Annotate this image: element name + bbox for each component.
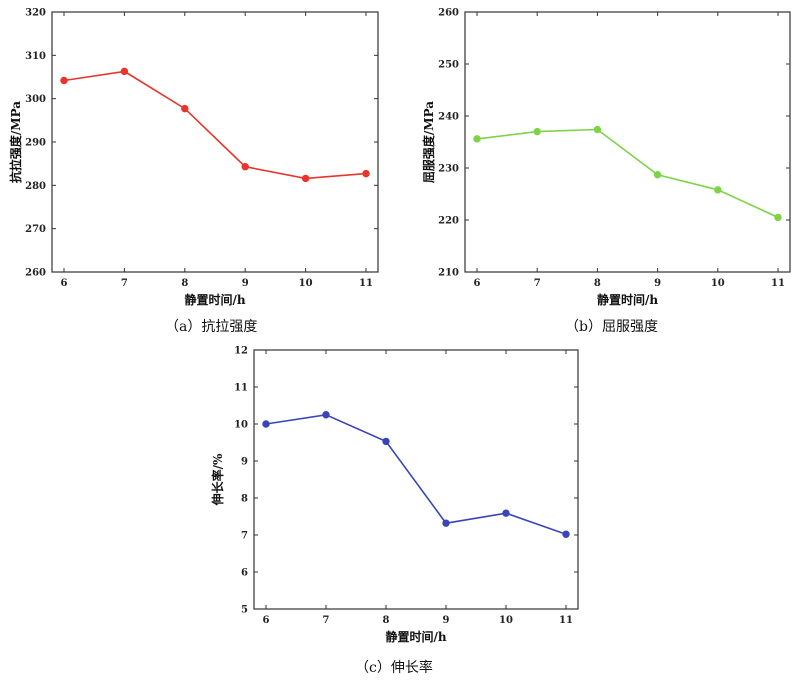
data-point bbox=[502, 509, 510, 517]
data-point bbox=[382, 437, 390, 446]
y-tick-label: 290 bbox=[25, 138, 46, 149]
x-tick-label: 10 bbox=[499, 615, 513, 626]
data-point bbox=[322, 411, 330, 419]
y-axis-label: 抗拉强度/MPa bbox=[8, 101, 23, 183]
data-point bbox=[262, 420, 270, 428]
data-point bbox=[774, 213, 782, 222]
x-tick-label: 9 bbox=[242, 278, 249, 289]
y-tick-label: 7 bbox=[241, 531, 248, 542]
x-tick-label: 7 bbox=[534, 278, 541, 289]
y-axis-label: 伸长率/% bbox=[210, 453, 225, 506]
x-tick-label: 6 bbox=[474, 278, 481, 289]
data-point bbox=[653, 171, 662, 179]
x-tick-label: 8 bbox=[594, 278, 601, 289]
y-tick-label: 310 bbox=[25, 51, 46, 62]
y-tick-label: 250 bbox=[438, 60, 459, 71]
data-point bbox=[301, 174, 310, 183]
data-point bbox=[593, 125, 602, 134]
y-tick-label: 230 bbox=[438, 164, 459, 175]
x-tick-label: 9 bbox=[443, 615, 450, 626]
x-tick-label: 7 bbox=[323, 615, 330, 626]
plot-frame bbox=[253, 349, 579, 610]
x-tick-label: 10 bbox=[299, 278, 313, 289]
x-axis-label: 静置时间/h bbox=[385, 629, 446, 644]
y-axis-label: 屈服强度/MPa bbox=[421, 101, 436, 183]
plot-frame bbox=[464, 11, 791, 273]
x-tick-label: 8 bbox=[383, 615, 390, 626]
data-point bbox=[362, 169, 370, 178]
caption-a: （a）抗拉强度 bbox=[165, 319, 258, 335]
x-tick-label: 9 bbox=[654, 278, 661, 289]
y-tick-label: 9 bbox=[241, 457, 248, 468]
caption-c: （c）伸长率 bbox=[355, 660, 433, 676]
x-tick-label: 7 bbox=[121, 278, 128, 289]
data-point bbox=[714, 186, 722, 194]
data-point bbox=[120, 67, 129, 76]
y-tick-label: 11 bbox=[234, 383, 248, 394]
y-tick-label: 240 bbox=[438, 112, 459, 123]
chart-b: 210 220 230 240 250 260 6 7 8 9 10 11 静置时间/h 屈服强度/MPa bbox=[421, 8, 791, 307]
plot-frame bbox=[51, 11, 379, 273]
chart-a: 260 270 280 290 300 310 320 6 7 8 9 10 11 静置时间/h 抗拉强度/… bbox=[8, 8, 379, 307]
caption-b: （b）屈服强度 bbox=[565, 319, 658, 335]
x-tick-label: 6 bbox=[61, 278, 68, 289]
data-point bbox=[241, 162, 249, 171]
series-line bbox=[265, 413, 567, 536]
y-tick-label: 320 bbox=[25, 8, 46, 19]
x-tick-label: 11 bbox=[559, 615, 573, 626]
x-axis-label: 静置时间/h bbox=[184, 292, 245, 307]
y-tick-label: 210 bbox=[438, 268, 459, 279]
y-tick-label: 10 bbox=[234, 420, 248, 431]
data-point bbox=[442, 519, 450, 527]
data-point bbox=[562, 530, 570, 538]
y-tick-label: 220 bbox=[438, 216, 459, 227]
series-line bbox=[476, 128, 779, 219]
x-tick-label: 6 bbox=[263, 615, 270, 626]
y-tick-label: 6 bbox=[241, 568, 248, 579]
series-line bbox=[63, 70, 367, 180]
y-tick-label: 12 bbox=[234, 346, 248, 357]
x-tick-label: 11 bbox=[359, 278, 373, 289]
x-tick-label: 10 bbox=[711, 278, 725, 289]
data-point bbox=[533, 127, 541, 136]
y-tick-label: 260 bbox=[438, 8, 459, 19]
y-tick-label: 270 bbox=[25, 224, 46, 235]
data-point bbox=[60, 76, 68, 85]
chart-c: 5 6 7 8 9 10 11 12 6 7 8 9 10 11 静置时间/h 伸长率/% bbox=[210, 346, 579, 644]
x-tick-label: 8 bbox=[181, 278, 188, 289]
x-axis-label: 静置时间/h bbox=[597, 292, 658, 307]
y-tick-label: 300 bbox=[25, 94, 46, 105]
y-tick-label: 260 bbox=[25, 268, 46, 279]
y-tick-label: 280 bbox=[25, 181, 46, 192]
y-tick-label: 5 bbox=[241, 605, 248, 616]
data-point bbox=[181, 104, 189, 113]
y-tick-label: 8 bbox=[241, 494, 248, 505]
x-tick-label: 11 bbox=[771, 278, 785, 289]
data-point bbox=[473, 135, 481, 143]
